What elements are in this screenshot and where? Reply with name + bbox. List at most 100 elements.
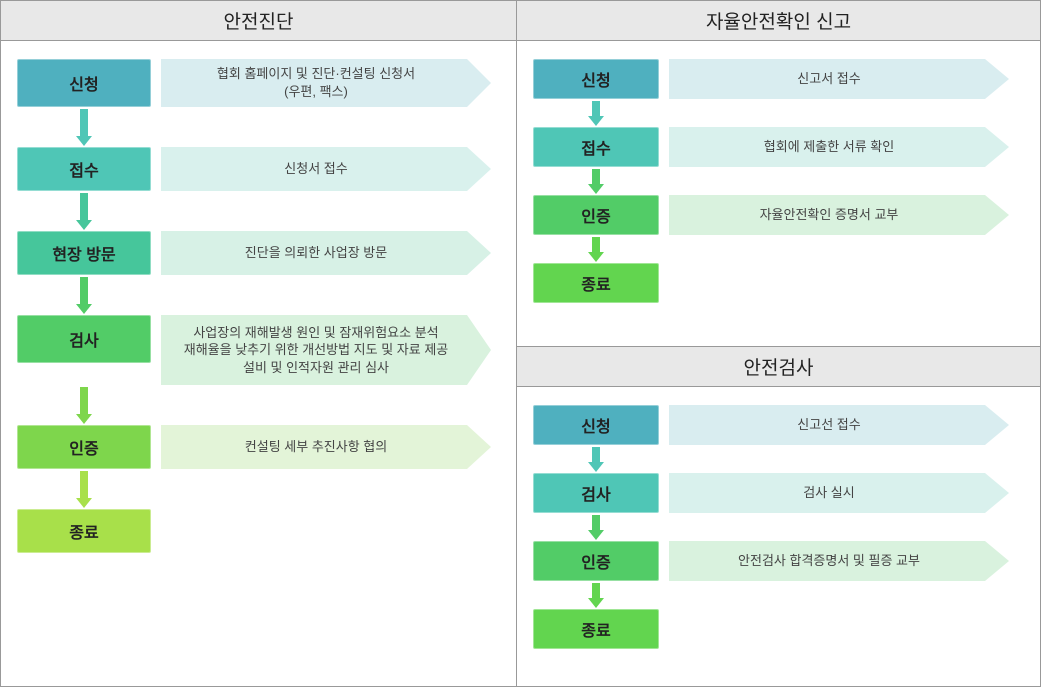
desc-text: 검사 실시 [669, 473, 1009, 513]
desc-arrow: 신고서 접수 [669, 59, 1009, 99]
down-arrow-icon [587, 99, 605, 127]
down-arrow-icon [75, 107, 93, 147]
desc-arrow: 협회에 제출한 서류 확인 [669, 127, 1009, 167]
right-column: 자율안전확인 신고 신청 신고서 접수 접수 협회에 제출한 서류 확인 인증 … [517, 0, 1041, 687]
desc-arrow: 협회 홈페이지 및 진단·컨설팅 신청서 (우편, 팩스) [161, 59, 491, 107]
step-column: 접수 [15, 147, 153, 191]
flow-row: 신청 신고선 접수 [531, 405, 1026, 445]
arrow-cell [531, 167, 661, 195]
step-box-2: 인증 [533, 541, 659, 581]
panel-header-topright: 자율안전확인 신고 [517, 1, 1040, 41]
down-arrow-icon [587, 235, 605, 263]
panel-body-left: 신청 협회 홈페이지 및 진단·컨설팅 신청서 (우편, 팩스) 접수 신청서 … [1, 41, 516, 686]
step-column: 종료 [531, 609, 661, 649]
desc-text: 협회에 제출한 서류 확인 [669, 127, 1009, 167]
arrow-cell [15, 275, 153, 315]
step-column: 종료 [15, 509, 153, 553]
down-arrow-icon [587, 581, 605, 609]
down-arrow-icon [75, 275, 93, 315]
desc-arrow: 안전검사 합격증명서 및 필증 교부 [669, 541, 1009, 581]
step-box-5: 종료 [17, 509, 151, 553]
desc-arrow: 컨설팅 세부 추진사항 협의 [161, 425, 491, 469]
down-arrow-icon [587, 513, 605, 541]
arrow-row [531, 445, 1026, 473]
step-box-3: 검사 [17, 315, 151, 363]
step-column: 검사 [531, 473, 661, 513]
step-box-1: 접수 [17, 147, 151, 191]
step-column: 종료 [531, 263, 661, 303]
down-arrow-icon [75, 191, 93, 231]
flow-row: 종료 [15, 509, 502, 553]
desc-arrow: 검사 실시 [669, 473, 1009, 513]
step-column: 검사 [15, 315, 153, 363]
desc-text: 신고선 접수 [669, 405, 1009, 445]
arrow-row [531, 235, 1026, 263]
panel-body-bottomright: 신청 신고선 접수 검사 검사 실시 인증 안전검사 합격증명서 및 필증 교부… [517, 387, 1040, 686]
desc-text: 진단을 의뢰한 사업장 방문 [161, 231, 491, 275]
step-box-0: 신청 [17, 59, 151, 107]
desc-text: 사업장의 재해발생 원인 및 잠재위험요소 분석 재해율을 낮추기 위한 개선방… [161, 315, 491, 385]
arrow-cell [15, 469, 153, 509]
desc-text: 컨설팅 세부 추진사항 협의 [161, 425, 491, 469]
panel-safety-diagnosis: 안전진단 신청 협회 홈페이지 및 진단·컨설팅 신청서 (우편, 팩스) 접수… [0, 0, 517, 687]
desc-arrow: 자율안전확인 증명서 교부 [669, 195, 1009, 235]
step-column: 인증 [531, 195, 661, 235]
down-arrow-icon [75, 385, 93, 425]
step-box-2: 현장 방문 [17, 231, 151, 275]
step-box-3: 종료 [533, 263, 659, 303]
arrow-row [15, 107, 502, 147]
arrow-row [531, 513, 1026, 541]
left-column: 안전진단 신청 협회 홈페이지 및 진단·컨설팅 신청서 (우편, 팩스) 접수… [0, 0, 517, 687]
arrow-cell [531, 445, 661, 473]
down-arrow-icon [587, 167, 605, 195]
desc-text: 신청서 접수 [161, 147, 491, 191]
arrow-cell [15, 385, 153, 425]
step-box-0: 신청 [533, 59, 659, 99]
step-column: 신청 [531, 59, 661, 99]
desc-arrow: 사업장의 재해발생 원인 및 잠재위험요소 분석 재해율을 낮추기 위한 개선방… [161, 315, 491, 385]
arrow-row [15, 385, 502, 425]
arrow-cell [15, 191, 153, 231]
step-column: 인증 [15, 425, 153, 469]
flow-row: 종료 [531, 263, 1026, 303]
arrow-row [531, 99, 1026, 127]
arrow-cell [531, 513, 661, 541]
panel-header-left: 안전진단 [1, 1, 516, 41]
flow-row: 검사 검사 실시 [531, 473, 1026, 513]
arrow-cell [531, 99, 661, 127]
flow-row: 인증 자율안전확인 증명서 교부 [531, 195, 1026, 235]
desc-text: 자율안전확인 증명서 교부 [669, 195, 1009, 235]
flow-row: 신청 협회 홈페이지 및 진단·컨설팅 신청서 (우편, 팩스) [15, 59, 502, 107]
arrow-cell [531, 581, 661, 609]
panel-body-topright: 신청 신고서 접수 접수 협회에 제출한 서류 확인 인증 자율안전확인 증명서… [517, 41, 1040, 346]
panel-header-bottomright: 안전검사 [517, 347, 1040, 387]
step-box-4: 인증 [17, 425, 151, 469]
flow-row: 인증 안전검사 합격증명서 및 필증 교부 [531, 541, 1026, 581]
step-box-3: 종료 [533, 609, 659, 649]
step-box-2: 인증 [533, 195, 659, 235]
desc-text: 협회 홈페이지 및 진단·컨설팅 신청서 (우편, 팩스) [161, 59, 491, 107]
desc-text: 신고서 접수 [669, 59, 1009, 99]
flow-row: 현장 방문 진단을 의뢰한 사업장 방문 [15, 231, 502, 275]
arrow-row [15, 191, 502, 231]
arrow-row [531, 581, 1026, 609]
flow-row: 신청 신고서 접수 [531, 59, 1026, 99]
desc-arrow: 진단을 의뢰한 사업장 방문 [161, 231, 491, 275]
flow-row: 인증 컨설팅 세부 추진사항 협의 [15, 425, 502, 469]
panel-self-safety-report: 자율안전확인 신고 신청 신고서 접수 접수 협회에 제출한 서류 확인 인증 … [517, 0, 1041, 347]
arrow-row [531, 167, 1026, 195]
flow-row: 검사 사업장의 재해발생 원인 및 잠재위험요소 분석 재해율을 낮추기 위한 … [15, 315, 502, 385]
desc-arrow: 신고선 접수 [669, 405, 1009, 445]
step-box-1: 검사 [533, 473, 659, 513]
flow-row: 접수 협회에 제출한 서류 확인 [531, 127, 1026, 167]
down-arrow-icon [587, 445, 605, 473]
desc-text: 안전검사 합격증명서 및 필증 교부 [669, 541, 1009, 581]
step-column: 접수 [531, 127, 661, 167]
desc-arrow: 신청서 접수 [161, 147, 491, 191]
step-column: 인증 [531, 541, 661, 581]
flow-row: 종료 [531, 609, 1026, 649]
arrow-row [15, 469, 502, 509]
down-arrow-icon [75, 469, 93, 509]
step-column: 신청 [15, 59, 153, 107]
arrow-cell [15, 107, 153, 147]
